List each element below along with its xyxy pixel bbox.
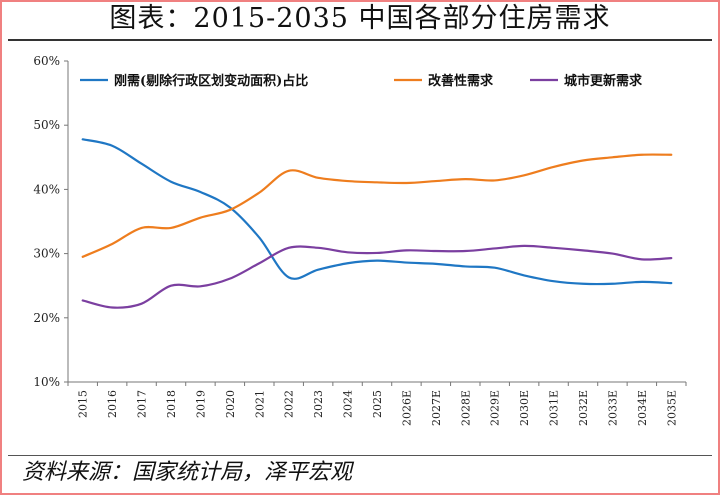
x-tick-label: 2029E bbox=[489, 390, 502, 426]
y-tick-label: 60% bbox=[33, 54, 60, 68]
x-tick-label: 2022 bbox=[283, 390, 296, 418]
x-tick-label: 2017 bbox=[136, 390, 149, 418]
series-line-2 bbox=[81, 153, 673, 258]
legend-label-3: 城市更新需求 bbox=[564, 73, 643, 89]
x-tick-label: 2035E bbox=[665, 390, 678, 426]
x-tick-label: 2024 bbox=[342, 390, 355, 418]
x-tick-label: 2031E bbox=[548, 390, 561, 426]
y-tick-label: 20% bbox=[33, 311, 60, 325]
x-tick-label: 2018 bbox=[165, 390, 178, 418]
y-tick-label: 30% bbox=[33, 247, 60, 261]
x-tick-label: 2015 bbox=[77, 390, 90, 418]
series-line-1 bbox=[81, 138, 673, 286]
legend-label-1: 刚需(剔除行政区划变动面积)占比 bbox=[114, 73, 308, 89]
x-tick-label: 2033E bbox=[606, 390, 619, 426]
x-tick-label: 2023 bbox=[312, 390, 325, 418]
title-divider bbox=[8, 39, 712, 41]
x-tick-label: 2028E bbox=[459, 390, 472, 426]
x-tick-label: 2020 bbox=[224, 390, 237, 418]
y-tick-label: 50% bbox=[33, 118, 60, 132]
legend-label-2: 改善性需求 bbox=[428, 73, 494, 89]
source-note: 资料来源：国家统计局，泽平宏观 bbox=[22, 460, 353, 485]
x-tick-label: 2030E bbox=[518, 390, 531, 426]
chart-title: 图表：2015-2035 中国各部分住房需求 bbox=[109, 3, 611, 34]
x-tick-label: 2034E bbox=[636, 390, 649, 426]
x-tick-label: 2016 bbox=[106, 390, 119, 418]
chart-series bbox=[81, 138, 673, 309]
x-tick-label: 2027E bbox=[430, 390, 443, 426]
x-tick-label: 2021 bbox=[253, 390, 266, 418]
x-tick-label: 2019 bbox=[194, 390, 207, 418]
chart-axes: 10% 20% 30% 40% 50% 60% 2015 2016 2017 2018 2019 20… bbox=[33, 54, 687, 426]
series-line-3 bbox=[81, 244, 673, 309]
footer-divider bbox=[8, 455, 712, 456]
x-tick-label: 2025 bbox=[371, 390, 384, 418]
y-tick-label: 40% bbox=[33, 182, 60, 196]
x-tick-label: 2032E bbox=[577, 390, 590, 426]
y-tick-label: 10% bbox=[33, 375, 60, 389]
chart-legend: 刚需(剔除行政区划变动面积)占比 改善性需求 城市更新需求 bbox=[80, 73, 643, 89]
x-tick-label: 2026E bbox=[400, 390, 413, 426]
